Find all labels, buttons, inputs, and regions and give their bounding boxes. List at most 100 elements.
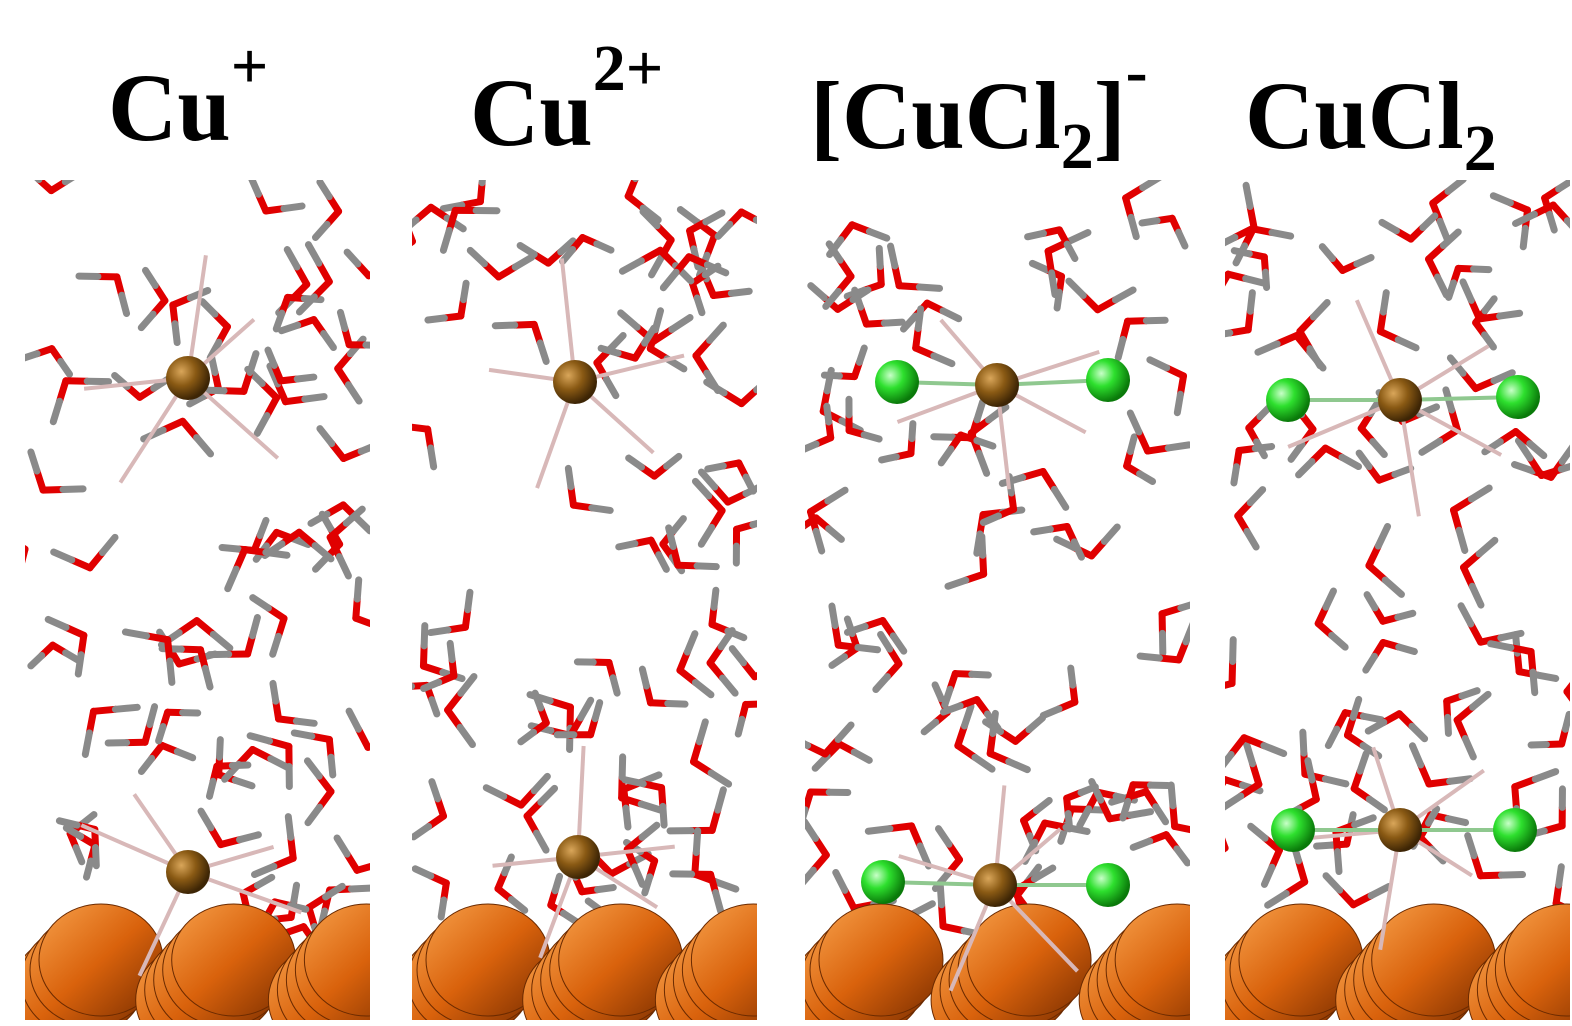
o-h-bond-gray [297, 377, 314, 379]
o-h-bond-gray [1074, 542, 1081, 557]
o-h-bond-red [21, 549, 25, 565]
o-h-bond-gray [711, 773, 729, 784]
o-h-bond-gray [1123, 801, 1128, 818]
o-h-bond-gray [402, 213, 407, 227]
o-h-bond-gray [695, 683, 711, 695]
o-h-bond-gray [63, 489, 83, 490]
o-h-bond-gray [1210, 290, 1219, 306]
o-h-bond-gray [357, 580, 358, 599]
o-h-bond-gray [801, 444, 816, 450]
o-h-bond-red [1567, 692, 1572, 705]
o-h-bond-gray [673, 519, 683, 532]
o-h-bond-gray [76, 848, 82, 862]
o-h-bond-gray [715, 882, 735, 889]
o-h-bond-gray [1535, 772, 1555, 780]
o-h-bond-gray [864, 435, 879, 439]
o-h-bond-gray [1355, 818, 1374, 825]
o-h-bond-gray [989, 407, 1006, 420]
o-h-bond-gray [597, 244, 611, 250]
o-h-bond-gray [115, 707, 137, 709]
o-h-bond-gray [625, 780, 643, 784]
o-h-bond-gray [85, 733, 89, 755]
o-h-bond-gray [746, 477, 753, 491]
o-h-bond-gray [882, 457, 897, 460]
o-h-bond-gray [1214, 817, 1219, 832]
o-h-bond-gray [222, 547, 238, 549]
chlorine-atom [1086, 863, 1130, 907]
o-h-bond-gray [1218, 755, 1231, 772]
o-h-bond-gray [515, 257, 532, 267]
o-h-bond-gray [486, 788, 503, 797]
o-h-bond-gray [1150, 360, 1167, 368]
o-h-bond-gray [832, 606, 835, 626]
o-h-bond-gray [659, 555, 667, 570]
o-h-bond-gray [1054, 489, 1065, 507]
copper-ion [553, 360, 597, 404]
o-h-bond-gray [943, 311, 959, 319]
o-h-bond-gray [22, 354, 37, 359]
panel [388, 161, 815, 1026]
o-h-bond-gray [941, 449, 951, 463]
o-h-bond-gray [159, 727, 164, 741]
o-h-bond-gray [170, 661, 172, 682]
o-h-bond-gray [141, 314, 153, 328]
surface-atom [819, 904, 943, 1016]
o-h-bond-gray [431, 448, 434, 467]
o-h-bond-gray [982, 536, 983, 555]
o-h-bond-gray [273, 683, 276, 701]
o-h-bond-gray [31, 656, 42, 666]
o-h-bond-gray [938, 829, 949, 845]
o-h-bond-gray [401, 220, 416, 233]
o-h-bond-gray [1378, 526, 1387, 546]
o-h-bond-gray [424, 626, 425, 646]
o-h-bond-gray [282, 325, 298, 331]
o-h-bond-gray [205, 668, 210, 687]
o-h-bond-gray [1325, 779, 1345, 784]
o-h-bond-gray [1399, 647, 1415, 652]
o-h-bond-gray [102, 537, 115, 552]
o-h-bond-gray [1216, 237, 1235, 247]
o-h-bond-gray [209, 781, 213, 796]
o-h-bond-gray [635, 161, 642, 179]
o-h-bond-gray [1247, 531, 1256, 547]
o-h-bond-red [1220, 833, 1225, 848]
o-h-bond-gray [1068, 814, 1069, 829]
o-h-bond-gray [232, 765, 248, 766]
o-h-bond-gray [824, 375, 839, 376]
o-h-bond-gray [65, 173, 79, 182]
o-h-bond-gray [54, 552, 72, 560]
o-h-bond-gray [668, 703, 685, 704]
o-h-bond-gray [948, 580, 966, 586]
o-h-bond-gray [629, 458, 642, 467]
o-h-bond-gray [1473, 694, 1488, 707]
o-h-bond-gray [1310, 349, 1320, 366]
o-h-bond-gray [832, 657, 845, 666]
o-h-bond-gray [31, 452, 37, 471]
o-h-bond-gray [396, 686, 411, 687]
o-h-bond-gray [635, 867, 643, 885]
o-h-bond-gray [1246, 743, 1252, 764]
o-h-bond-gray [815, 756, 827, 768]
o-h-bond-gray [250, 354, 256, 373]
o-h-bond-gray [1440, 221, 1447, 239]
o-h-bond-gray [621, 313, 637, 327]
o-h-bond-gray [1028, 233, 1044, 236]
figure: Cu+ Cu2+ [CuCl2]- CuCl2 [0, 0, 1572, 1026]
o-h-bond-gray [1043, 709, 1059, 716]
o-h-bond-gray [696, 831, 697, 853]
surface-atom [691, 904, 815, 1016]
o-h-bond-gray [1371, 887, 1389, 896]
o-h-bond-gray [652, 257, 662, 274]
o-h-bond-gray [1032, 263, 1047, 270]
o-h-bond-gray [1368, 722, 1384, 731]
o-h-bond-gray [273, 636, 279, 654]
o-h-bond-gray [915, 904, 933, 913]
o-h-bond-gray [838, 725, 851, 739]
surface-atom [1115, 904, 1239, 1016]
o-h-bond-gray [235, 780, 252, 786]
o-h-bond-gray [1186, 624, 1193, 642]
o-h-bond-red [357, 865, 375, 870]
o-h-bond-gray [1199, 858, 1212, 867]
panel [1190, 179, 1572, 1026]
o-h-bond-gray [1493, 196, 1510, 203]
